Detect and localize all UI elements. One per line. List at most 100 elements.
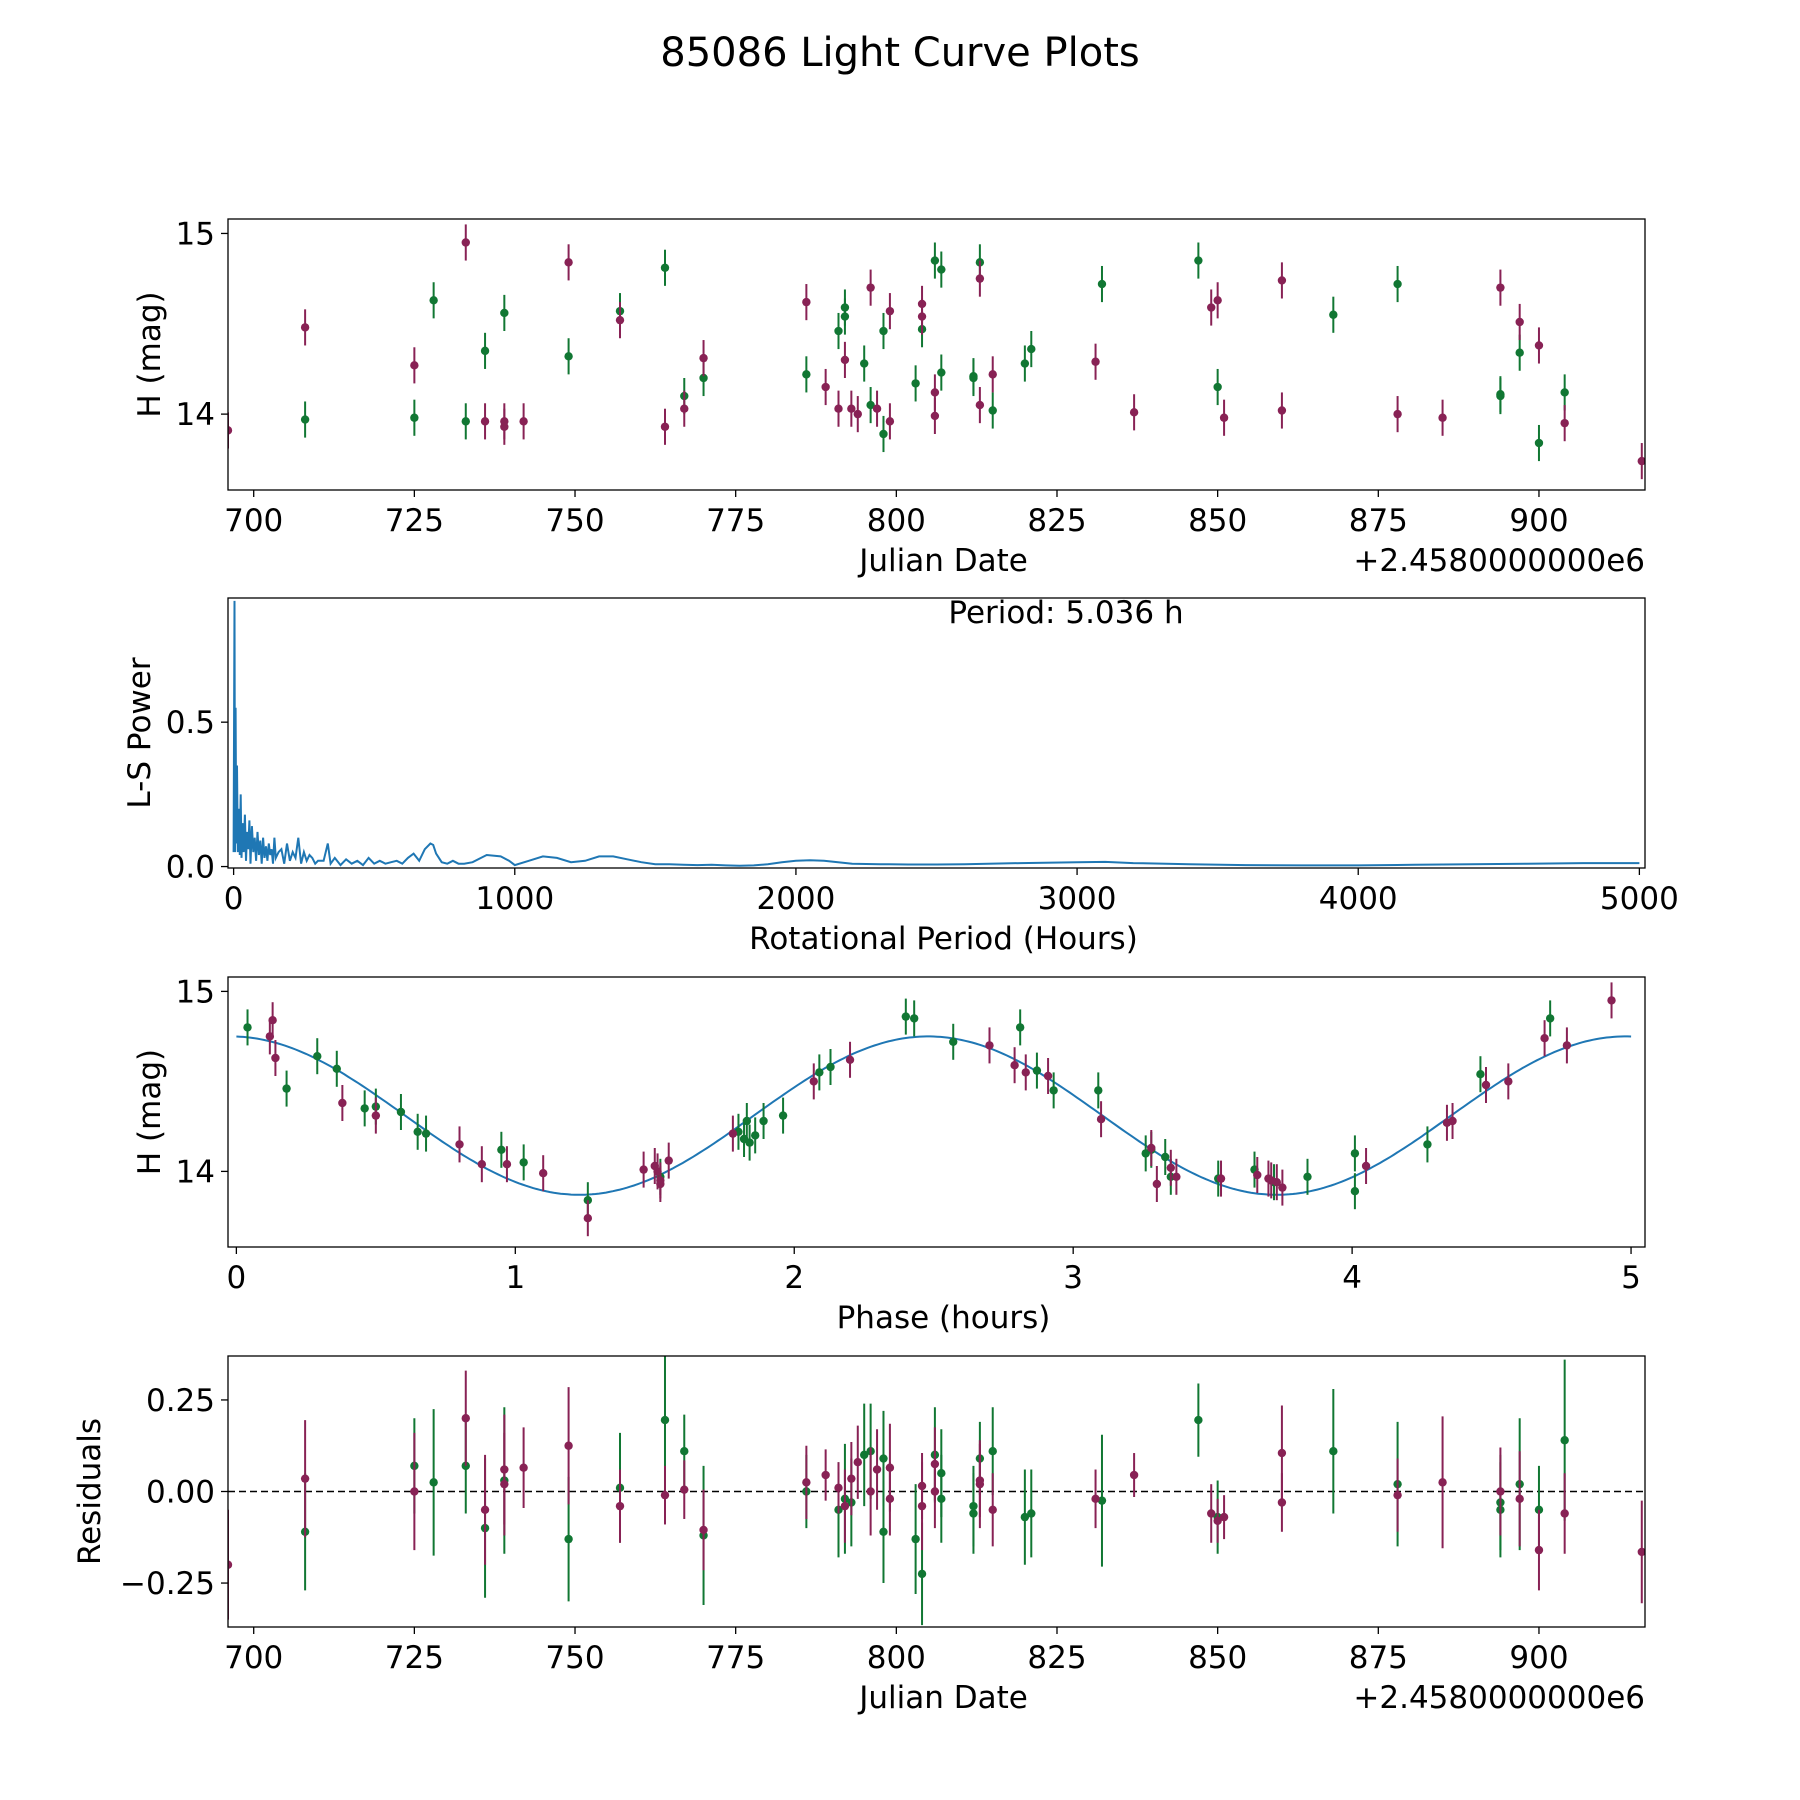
data-point: [282, 1084, 291, 1093]
series-purple: [228, 1370, 1645, 1620]
x-tick-label: 850: [1188, 503, 1247, 539]
data-point: [538, 1169, 548, 1178]
data-point: [1097, 1496, 1107, 1505]
x-tick-label: 775: [706, 1640, 765, 1676]
x-tick-label: 725: [385, 1640, 444, 1676]
data-point: [413, 1127, 422, 1137]
data-point: [885, 417, 895, 426]
y-tick-label: −0.25: [120, 1566, 215, 1602]
data-point: [300, 415, 310, 424]
data-point: [1207, 1509, 1216, 1518]
data-point: [834, 326, 843, 336]
data-point: [988, 406, 997, 415]
data-point: [1329, 310, 1338, 319]
data-point: [1534, 1545, 1544, 1555]
data-point: [1496, 1487, 1505, 1496]
data-point: [866, 1487, 875, 1496]
panel-periodogram: 0 1000 2000 3000 4000 5000 0.0 0.5 Rotational Pe…: [122, 595, 1679, 957]
data-point: [660, 1415, 670, 1425]
data-point: [1277, 276, 1287, 285]
data-point: [911, 1534, 920, 1544]
x-tick-label: 875: [1349, 503, 1408, 539]
data-point: [497, 1145, 506, 1155]
data-point: [821, 1470, 830, 1480]
data-point: [429, 296, 438, 305]
data-point: [1213, 1516, 1222, 1525]
data-point: [949, 1037, 958, 1047]
period-annotation: Period: 5.036 h: [948, 595, 1183, 631]
data-point: [1020, 359, 1030, 368]
plot-area-residuals: [228, 1356, 1645, 1626]
data-point: [879, 429, 888, 439]
data-point: [1277, 406, 1287, 415]
data-point: [421, 1129, 431, 1138]
data-point: [500, 1479, 509, 1489]
x-tick-label: 3: [1063, 1260, 1083, 1296]
data-point: [879, 326, 888, 336]
x-tick-label: 875: [1349, 1640, 1408, 1676]
x-tick-label: 900: [1509, 1640, 1568, 1676]
data-point: [338, 1098, 347, 1108]
data-point: [1272, 1178, 1282, 1187]
data-point: [664, 1156, 673, 1165]
data-point: [1438, 413, 1447, 422]
data-point: [1015, 1023, 1025, 1032]
data-point: [396, 1107, 406, 1117]
data-point: [778, 1111, 788, 1120]
data-point: [1393, 279, 1402, 289]
data-point: [480, 417, 490, 426]
data-point: [519, 1463, 528, 1472]
data-point: [1534, 438, 1544, 448]
data-point: [840, 1501, 850, 1511]
data-point: [988, 370, 997, 379]
data-point: [410, 361, 419, 370]
data-point: [1350, 1149, 1360, 1158]
data-point: [660, 422, 670, 431]
plot-area-lightcurve: [228, 224, 1645, 480]
data-point: [271, 1053, 280, 1063]
x-tick-label: 0: [224, 881, 244, 917]
data-point: [1194, 1415, 1203, 1425]
x-tick-label: 800: [867, 503, 926, 539]
data-point: [911, 379, 920, 388]
data-point: [872, 1465, 882, 1474]
data-point: [564, 258, 573, 267]
data-point: [909, 1014, 919, 1023]
x-tick-label: 850: [1188, 1640, 1247, 1676]
data-point: [1027, 344, 1036, 354]
data-point: [815, 1068, 824, 1077]
data-point: [802, 297, 811, 307]
data-point: [860, 359, 869, 368]
x-tick-label: 0: [227, 1260, 247, 1296]
figure-title: 85086 Light Curve Plots: [660, 30, 1140, 76]
data-point: [564, 1441, 573, 1450]
data-point: [243, 1023, 252, 1032]
data-point: [1161, 1152, 1170, 1162]
data-point: [1496, 391, 1505, 401]
data-point: [1097, 279, 1107, 289]
data-point: [1393, 409, 1402, 419]
data-point: [1194, 256, 1203, 265]
x-axis-label: Julian Date: [857, 1680, 1028, 1716]
data-point: [680, 1485, 689, 1494]
data-point: [615, 1501, 625, 1511]
data-point: [975, 274, 985, 283]
data-point: [1562, 1041, 1572, 1050]
data-point: [728, 1129, 738, 1138]
data-point: [1020, 1512, 1030, 1522]
x-axis-label: Julian Date: [857, 543, 1028, 579]
data-point: [1043, 1071, 1053, 1081]
data-point: [1219, 1512, 1229, 1522]
x-tick-label: 2000: [756, 881, 835, 917]
y-axis-label: Residuals: [72, 1418, 108, 1565]
x-tick-label: 1000: [475, 881, 554, 917]
panel-residuals: 700 725 750 775 800 825 850 875 900 −0.25 0.00 0.25…: [72, 1355, 1646, 1716]
x-tick-label: 5000: [1600, 881, 1679, 917]
data-point: [917, 1569, 927, 1579]
data-point: [840, 303, 850, 312]
data-point: [879, 1454, 888, 1463]
data-point: [519, 417, 528, 426]
axes-frame: [227, 976, 1646, 1248]
data-point: [759, 1116, 768, 1126]
data-point: [1253, 1170, 1262, 1180]
